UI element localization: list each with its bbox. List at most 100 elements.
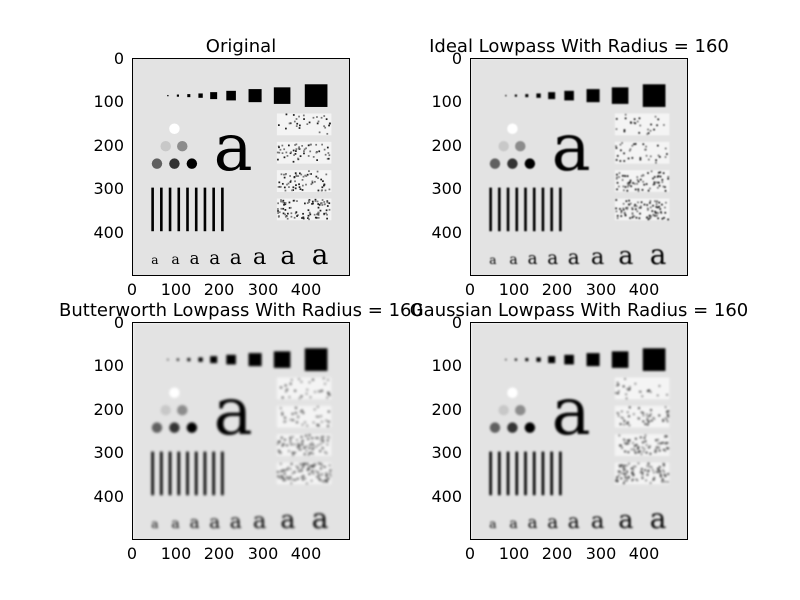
- noise-speck: [296, 439, 298, 441]
- noise-speck: [297, 443, 300, 446]
- large-letter-a: a: [552, 374, 591, 450]
- noise-speck: [303, 446, 306, 449]
- noise-speck: [325, 173, 328, 176]
- noise-speck: [327, 420, 330, 423]
- noise-speck: [653, 418, 656, 420]
- noise-speck: [294, 443, 296, 446]
- noise-speck: [618, 471, 620, 474]
- noise-speck: [646, 216, 648, 219]
- noise-speck: [661, 441, 664, 444]
- vertical-bar: [168, 187, 172, 232]
- noise-speck: [312, 116, 315, 119]
- noise-speck: [298, 470, 300, 472]
- noise-speck: [292, 199, 295, 202]
- noise-speck: [615, 199, 618, 201]
- noise-speck: [295, 412, 297, 414]
- noise-speck: [626, 387, 629, 390]
- noise-speck: [617, 414, 620, 417]
- square-mark: [548, 356, 556, 364]
- square-mark: [548, 92, 556, 100]
- noise-speck: [292, 186, 295, 189]
- x-tick-label: 200: [203, 544, 235, 563]
- noise-speck: [629, 181, 631, 184]
- noise-speck: [302, 175, 305, 178]
- noise-speck: [624, 468, 627, 470]
- dot-mark: [169, 422, 180, 433]
- noise-speck: [626, 189, 629, 192]
- square-mark: [642, 84, 666, 107]
- noise-speck: [646, 204, 649, 206]
- noise-speck: [616, 381, 619, 384]
- noise-speck: [634, 188, 637, 191]
- noise-speck: [313, 408, 316, 411]
- x-tick-label: 300: [585, 544, 617, 563]
- noise-speck: [654, 115, 657, 118]
- square-mark: [514, 358, 517, 361]
- noise-speck: [286, 444, 288, 447]
- noise-speck: [317, 211, 320, 214]
- noise-speck: [282, 443, 285, 445]
- noise-speck: [626, 208, 629, 210]
- vertical-bar: [221, 187, 224, 232]
- noise-speck: [639, 206, 642, 209]
- noise-speck: [282, 207, 285, 210]
- noise-speck: [642, 180, 645, 183]
- noise-speck: [657, 217, 660, 220]
- noise-speck: [298, 397, 301, 400]
- noise-speck: [650, 466, 653, 469]
- noise-speck: [290, 379, 293, 381]
- noise-speck: [642, 143, 645, 146]
- noise-speck: [640, 201, 643, 204]
- vertical-bar: [221, 451, 224, 496]
- noise-speck: [307, 217, 309, 220]
- noise-speck: [664, 156, 667, 158]
- vertical-bar: [177, 451, 181, 496]
- noise-speck: [639, 450, 641, 453]
- noise-speck: [315, 216, 318, 219]
- noise-speck: [321, 447, 324, 450]
- noise-speck: [639, 436, 642, 439]
- noise-speck: [323, 466, 326, 468]
- noise-speck: [279, 463, 282, 465]
- noise-speck: [298, 115, 300, 118]
- noise-speck: [628, 199, 630, 202]
- noise-speck: [328, 202, 331, 205]
- noise-speck: [665, 442, 668, 445]
- noise-patch: [614, 434, 670, 456]
- noise-speck: [316, 159, 319, 162]
- noise-speck: [666, 413, 669, 416]
- noise-speck: [665, 418, 668, 421]
- small-letter-a: a: [171, 516, 179, 532]
- noise-speck: [277, 208, 279, 210]
- noise-speck: [282, 201, 285, 204]
- noise-speck: [628, 388, 631, 391]
- noise-speck: [314, 437, 317, 439]
- noise-speck: [655, 161, 657, 164]
- noise-speck: [302, 114, 305, 117]
- noise-speck: [615, 147, 618, 149]
- noise-speck: [633, 121, 636, 124]
- noise-speck: [325, 209, 328, 212]
- square-mark: [505, 358, 507, 361]
- noise-speck: [280, 451, 282, 454]
- noise-speck: [654, 451, 657, 454]
- noise-speck: [307, 214, 310, 217]
- noise-speck: [290, 443, 292, 446]
- noise-speck: [642, 174, 645, 177]
- vertical-bar: [498, 451, 501, 496]
- noise-speck: [626, 442, 628, 445]
- noise-speck: [623, 464, 626, 467]
- noise-speck: [666, 393, 668, 396]
- filtered-image: aa a a a a a a a: [471, 323, 687, 539]
- noise-speck: [658, 466, 661, 468]
- noise-speck: [295, 184, 297, 187]
- noise-speck: [306, 469, 309, 471]
- square-mark: [273, 351, 291, 368]
- noise-speck: [625, 472, 628, 475]
- noise-speck: [647, 470, 649, 473]
- noise-speck: [637, 180, 640, 183]
- noise-speck: [658, 385, 661, 387]
- vertical-bar: [194, 451, 198, 496]
- noise-speck: [628, 203, 630, 206]
- small-letter-a: a: [650, 502, 667, 535]
